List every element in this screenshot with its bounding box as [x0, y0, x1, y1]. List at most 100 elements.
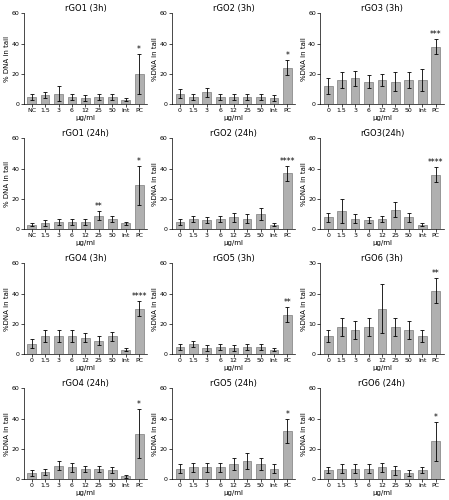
Bar — [283, 430, 292, 480]
Bar — [337, 468, 346, 479]
Bar — [405, 217, 413, 230]
Bar — [229, 96, 238, 104]
Bar — [41, 95, 49, 104]
Text: **: ** — [95, 202, 103, 211]
Bar — [189, 467, 198, 479]
Text: ****: **** — [280, 156, 295, 166]
Title: rGO6 (24h): rGO6 (24h) — [358, 379, 405, 388]
Bar — [202, 467, 211, 479]
Bar — [54, 222, 63, 230]
Bar — [378, 80, 386, 104]
Bar — [41, 223, 49, 230]
Bar — [202, 92, 211, 104]
Bar — [94, 340, 103, 354]
Y-axis label: %DNA in tail: %DNA in tail — [153, 162, 158, 206]
Bar — [68, 222, 76, 230]
Bar — [229, 348, 238, 354]
X-axis label: μg/ml: μg/ml — [75, 365, 95, 371]
Title: rGO5 (24h): rGO5 (24h) — [210, 379, 257, 388]
Bar — [283, 68, 292, 104]
Y-axis label: %DNA in tail: %DNA in tail — [153, 287, 158, 331]
Bar — [405, 80, 413, 104]
Bar — [54, 466, 63, 479]
Bar — [378, 309, 386, 354]
Bar — [27, 344, 36, 354]
Bar — [216, 346, 224, 354]
Bar — [229, 464, 238, 479]
Bar — [176, 94, 184, 104]
X-axis label: μg/ml: μg/ml — [372, 115, 392, 121]
Bar — [256, 96, 265, 104]
Bar — [269, 468, 278, 479]
Y-axis label: %DNA in tail: %DNA in tail — [153, 37, 158, 80]
Bar — [41, 336, 49, 354]
Bar — [243, 218, 251, 230]
Title: rGO3(24h): rGO3(24h) — [360, 129, 404, 138]
Bar — [108, 96, 117, 104]
Bar — [431, 442, 440, 480]
Bar — [202, 348, 211, 354]
Bar — [68, 336, 76, 354]
Bar — [337, 211, 346, 230]
Text: ****: **** — [132, 292, 147, 301]
Bar — [81, 222, 90, 230]
Bar — [324, 217, 333, 230]
Bar — [176, 346, 184, 354]
Bar — [378, 218, 386, 230]
Bar — [337, 80, 346, 104]
Bar — [68, 467, 76, 479]
Bar — [108, 470, 117, 480]
Bar — [256, 346, 265, 354]
Bar — [364, 82, 373, 104]
Title: rGO5 (3h): rGO5 (3h) — [213, 254, 255, 263]
X-axis label: μg/ml: μg/ml — [372, 365, 392, 371]
Bar — [243, 346, 251, 354]
Bar — [431, 174, 440, 230]
X-axis label: μg/ml: μg/ml — [75, 490, 95, 496]
Bar — [27, 96, 36, 104]
Bar — [54, 94, 63, 104]
Bar — [378, 467, 386, 479]
Bar — [324, 86, 333, 104]
Text: *: * — [137, 45, 141, 54]
Bar — [216, 96, 224, 104]
Bar — [94, 468, 103, 479]
Bar — [391, 210, 400, 230]
Bar — [337, 327, 346, 354]
Bar — [135, 309, 144, 354]
X-axis label: μg/ml: μg/ml — [224, 115, 244, 121]
Text: ***: *** — [430, 30, 441, 39]
Bar — [121, 350, 130, 354]
Bar — [256, 214, 265, 230]
Bar — [391, 82, 400, 104]
Bar — [121, 100, 130, 104]
Bar — [176, 222, 184, 230]
Bar — [243, 96, 251, 104]
Bar — [108, 218, 117, 230]
Bar — [418, 470, 427, 480]
Bar — [81, 98, 90, 104]
Bar — [391, 327, 400, 354]
Bar — [391, 470, 400, 480]
Bar — [256, 464, 265, 479]
Bar — [418, 224, 427, 230]
Bar — [94, 96, 103, 104]
Bar — [269, 350, 278, 354]
Bar — [27, 224, 36, 230]
Bar — [405, 330, 413, 354]
Y-axis label: %DNA in tail: %DNA in tail — [4, 412, 10, 456]
Text: *: * — [286, 410, 289, 418]
Text: *: * — [434, 412, 438, 422]
Y-axis label: % DNA in tail: % DNA in tail — [4, 160, 10, 207]
Bar — [189, 344, 198, 354]
Text: **: ** — [284, 298, 291, 307]
Bar — [189, 218, 198, 230]
Bar — [94, 216, 103, 230]
Title: rGO3 (3h): rGO3 (3h) — [361, 4, 403, 13]
Bar — [176, 468, 184, 479]
Bar — [324, 470, 333, 480]
Y-axis label: %DNA in tail: %DNA in tail — [153, 412, 158, 456]
Bar — [121, 223, 130, 230]
Title: rGO4 (24h): rGO4 (24h) — [62, 379, 109, 388]
X-axis label: μg/ml: μg/ml — [224, 240, 244, 246]
